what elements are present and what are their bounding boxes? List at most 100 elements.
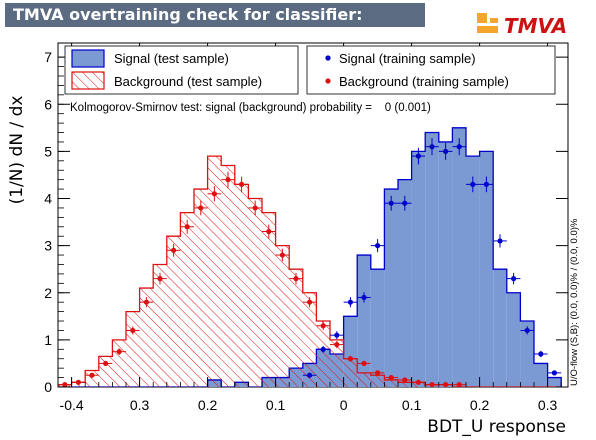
bar-0-24 [384, 189, 398, 387]
point-3-18 [307, 299, 313, 305]
bar-1-10 [194, 189, 208, 387]
point-2-30 [470, 181, 476, 187]
point-2-20 [334, 332, 340, 338]
point-2-33 [510, 276, 517, 282]
y-tick-label-2: 2 [44, 285, 52, 301]
point-2-36 [551, 370, 558, 376]
y-tick-label-6: 6 [44, 96, 52, 112]
tmva-logo: TMVA [474, 3, 592, 41]
bar-1-19 [316, 321, 330, 387]
legend-swatch-background-test [71, 71, 105, 90]
point-3-11 [211, 191, 217, 197]
bar-0-33 [506, 292, 521, 387]
bar-1-8 [166, 236, 181, 387]
x-tick-label-1: 0.3 [130, 397, 150, 413]
bar-1-24 [384, 379, 398, 387]
legend-marker-signal-training [325, 55, 331, 61]
bar-1-12 [221, 165, 235, 387]
point-2-18 [307, 372, 313, 378]
bar-0-27 [425, 132, 439, 387]
legend-signal-training: Signal (training sample) [339, 51, 476, 66]
point-3-6 [143, 299, 149, 305]
point-3-20 [334, 341, 340, 348]
underflow-overflow-text: U/O-flow (S,B): (0.0, 0.0)% / (0.0, 0.0)… [569, 218, 580, 386]
x-tick-label-4: 0 [340, 397, 348, 413]
point-2-28 [443, 148, 449, 154]
point-2-26 [415, 153, 421, 159]
point-2-22 [361, 294, 367, 301]
point-3-21 [347, 356, 353, 362]
bar-1-14 [248, 198, 262, 387]
point-3-28 [443, 382, 449, 387]
y-tick-label-3: 3 [44, 238, 52, 254]
point-3-12 [225, 177, 231, 183]
point-3-5 [130, 327, 136, 334]
bar-1-6 [139, 288, 154, 387]
x-tick-label-6: 0.2 [470, 397, 490, 413]
bar-1-2 [85, 370, 99, 387]
point-2-29 [456, 144, 462, 150]
bar-0-25 [398, 179, 412, 387]
point-2-35 [538, 351, 544, 357]
y-tick-label-5: 5 [44, 143, 52, 159]
bar-1-23 [370, 375, 385, 387]
y-tick-label-1: 1 [44, 332, 52, 348]
y-tick-label-4: 4 [44, 191, 52, 207]
bar-0-28 [438, 141, 453, 387]
point-2-24 [388, 200, 394, 206]
bar-0-22 [357, 255, 371, 387]
ks-test-text: Kolmogorov-Smirnov test: signal (backgro… [70, 102, 431, 114]
bar-0-26 [411, 151, 426, 387]
point-3-25 [402, 377, 408, 383]
bar-0-35 [534, 363, 548, 387]
x-tick-label-7: 0.3 [538, 397, 558, 413]
x-axis-title: BDT_U response [427, 417, 566, 437]
bar-1-22 [357, 372, 371, 387]
point-3-22 [361, 360, 367, 367]
bar-1-15 [262, 212, 276, 387]
point-2-23 [375, 243, 381, 249]
point-3-4 [116, 349, 122, 355]
bar-1-9 [180, 212, 194, 387]
legend-signal-test: Signal (test sample) [114, 51, 229, 66]
point-2-21 [347, 299, 353, 305]
bar-1-21 [343, 358, 358, 387]
point-3-7 [157, 276, 163, 282]
bar-1-7 [153, 264, 167, 387]
bar-1-16 [275, 245, 290, 387]
point-3-16 [279, 252, 285, 258]
bar-1-13 [234, 184, 249, 387]
point-3-2 [89, 372, 95, 378]
point-3-13 [239, 181, 245, 187]
point-3-19 [320, 323, 326, 329]
point-3-9 [184, 224, 190, 230]
bar-0-29 [452, 127, 466, 387]
bar-1-11 [207, 156, 222, 387]
bar-0-31 [479, 151, 494, 387]
point-3-3 [103, 360, 109, 367]
point-3-29 [456, 382, 462, 387]
bar-1-3 [98, 356, 113, 387]
point-3-27 [429, 382, 435, 387]
x-tick-label-3: 0.1 [266, 397, 286, 413]
bar-0-36 [547, 377, 562, 387]
point-2-19 [320, 346, 326, 352]
bar-0-32 [493, 269, 507, 387]
bar-1-18 [302, 292, 317, 387]
point-3-14 [252, 205, 258, 211]
y-axis-title: (1/N) dN / dx [7, 96, 27, 205]
legend-marker-background-training [325, 78, 331, 84]
window-title: TMVA overtraining check for classifier: … [5, 3, 425, 48]
x-tick-label-2: 0.2 [198, 397, 218, 413]
legend-background-training: Background (training sample) [339, 74, 509, 89]
legend-swatch-signal-test [71, 49, 105, 68]
bar-0-23 [370, 269, 385, 387]
bar-0-34 [520, 321, 534, 387]
bar-1-4 [112, 339, 126, 387]
bar-0-30 [466, 156, 480, 387]
outline-0 [58, 127, 562, 387]
y-tick-label-0: 0 [44, 379, 52, 395]
x-tick-label-5: 0.1 [402, 397, 422, 413]
bar-1-25 [398, 382, 412, 387]
